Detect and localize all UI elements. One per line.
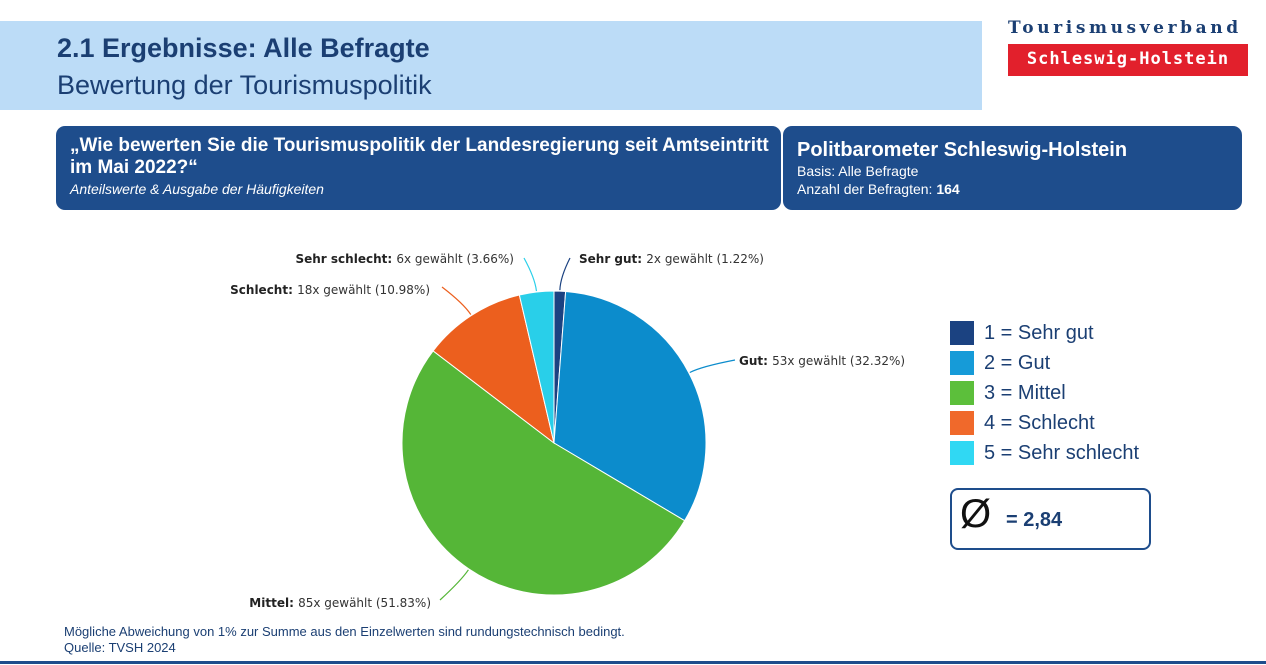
data-label: Mittel: 85x gewählt (51.83%) xyxy=(249,596,431,610)
survey-info-box: Politbarometer Schleswig-Holstein Basis:… xyxy=(783,126,1242,210)
question-box: „Wie bewerten Sie die Tourismuspolitik d… xyxy=(56,126,781,210)
data-label: Sehr schlecht: 6x gewählt (3.66%) xyxy=(295,252,514,266)
legend-swatch xyxy=(950,351,974,375)
survey-basis: Basis: Alle Befragte xyxy=(797,163,919,179)
survey-title: Politbarometer Schleswig-Holstein xyxy=(797,139,1128,161)
legend-label: 1 = Sehr gut xyxy=(984,321,1094,344)
survey-count-label: Anzahl der Befragten: xyxy=(797,181,933,197)
legend-swatch xyxy=(950,321,974,345)
footer-note: Mögliche Abweichung von 1% zur Summe aus… xyxy=(64,624,625,639)
average-box: Ø = 2,84 xyxy=(950,488,1151,550)
pie-slice-mittel xyxy=(401,350,686,596)
legend-label: 2 = Gut xyxy=(984,351,1051,374)
footer-source: Quelle: TVSH 2024 xyxy=(64,640,176,655)
average-label: = 2,84 xyxy=(1006,509,1062,532)
legend-label: 3 = Mittel xyxy=(984,381,1066,404)
logo-bar: Schleswig-Holstein xyxy=(1008,44,1248,76)
pie-slice-gut xyxy=(553,290,707,522)
legend-item: 1 = Sehr gut xyxy=(950,318,1139,348)
data-label: Gut: 53x gewählt (32.32%) xyxy=(739,354,905,368)
pie-slice-sehr-schlecht xyxy=(518,290,555,444)
leader-line xyxy=(523,257,538,292)
legend-item: 3 = Mittel xyxy=(950,378,1139,408)
question-note: Anteilswerte & Ausgabe der Häufigkeiten xyxy=(70,181,324,197)
legend-label: 4 = Schlecht xyxy=(984,411,1095,434)
survey-count-value: 164 xyxy=(936,181,960,197)
data-label: Schlecht: 18x gewählt (10.98%) xyxy=(230,283,430,297)
logo-text-bottom: Schleswig-Holstein xyxy=(1026,49,1230,69)
average-value: = 2,84 xyxy=(1006,509,1063,531)
page-subtitle: Bewertung der Tourismuspolitik xyxy=(57,70,432,100)
footer: Mögliche Abweichung von 1% zur Summe aus… xyxy=(64,624,625,656)
legend-item: 4 = Schlecht xyxy=(950,408,1139,438)
header-band xyxy=(0,21,982,110)
leader-line xyxy=(441,286,472,315)
leader-line xyxy=(439,569,469,601)
legend-item: 5 = Sehr schlecht xyxy=(950,438,1139,468)
legend-label: 5 = Sehr schlecht xyxy=(984,441,1140,464)
leader-line xyxy=(559,257,571,291)
legend-swatch xyxy=(950,441,974,465)
data-label: Sehr gut: 2x gewählt (1.22%) xyxy=(579,252,764,266)
pie-slice-schlecht xyxy=(432,294,555,445)
page-title: 2.1 Ergebnisse: Alle Befragte xyxy=(57,33,430,63)
legend: 1 = Sehr gut 2 = Gut 3 = Mittel 4 = Schl… xyxy=(950,318,1139,468)
survey-count: Anzahl der Befragten: 164 xyxy=(797,180,1242,198)
legend-swatch xyxy=(950,411,974,435)
average-symbol: Ø xyxy=(960,492,992,536)
bottom-rule xyxy=(0,661,1266,664)
leader-line xyxy=(689,359,736,374)
logo-text-top: Tourismusverband xyxy=(1008,18,1242,38)
legend-swatch xyxy=(950,381,974,405)
legend-item: 2 = Gut xyxy=(950,348,1139,378)
question-text: „Wie bewerten Sie die Tourismuspolitik d… xyxy=(70,135,769,178)
